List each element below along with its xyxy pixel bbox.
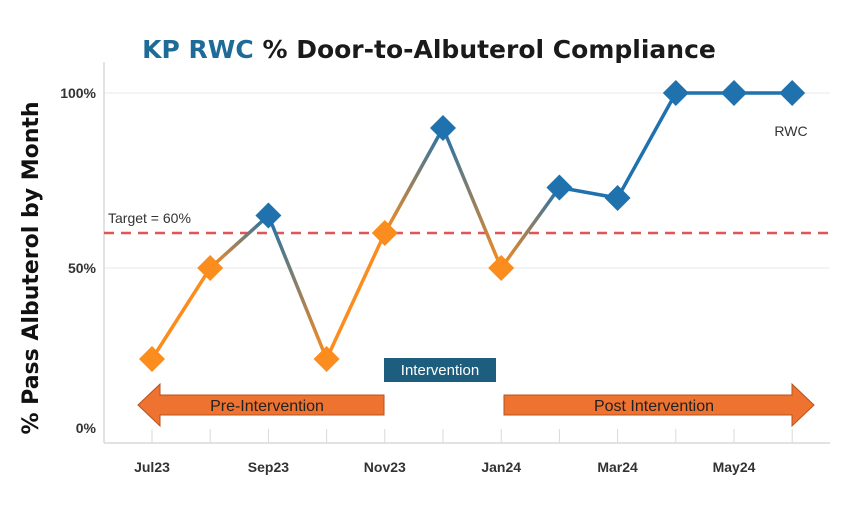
series-points — [139, 80, 806, 372]
series-segment — [441, 126, 503, 270]
right-arrow-shape — [503, 382, 815, 428]
series-segment — [150, 266, 212, 361]
post-intervention-arrow: Post Intervention — [503, 382, 815, 428]
target-group: Target = 60% — [104, 210, 830, 235]
x-tick-label: Mar24 — [597, 459, 638, 475]
x-tick-label: Jan24 — [481, 459, 521, 475]
pre-intervention-label: Pre-Intervention — [210, 398, 324, 415]
intervention-label: Intervention — [401, 362, 479, 379]
x-tick-label: Sep23 — [248, 459, 289, 475]
target-label: Target = 60% — [108, 210, 191, 226]
data-point-Dec23 — [430, 115, 456, 141]
data-point-Mar24 — [604, 185, 631, 211]
chart-title-prefix: KP RWC — [142, 35, 254, 64]
series-label-rwc: RWC — [774, 123, 807, 139]
data-point-Apr24 — [662, 80, 689, 106]
tick-labels: 0% 50% 100% Jul23 Sep23 Nov23 Jan24 Mar24 May24 — [60, 85, 793, 475]
series-segment — [324, 231, 387, 361]
y-tick-label: 50% — [68, 260, 97, 276]
data-point-Oct23 — [313, 346, 340, 372]
chart-title: KP RWC % Door-to-Albuterol Compliance — [142, 35, 716, 64]
axes — [103, 62, 830, 444]
data-point-Jan24 — [488, 255, 515, 281]
y-tick-label: 0% — [76, 420, 97, 436]
data-point-Jul23 — [139, 346, 165, 372]
intervention-box: Intervention — [384, 358, 496, 382]
intervention-box-bg — [384, 358, 496, 382]
x-tick-label: Nov23 — [364, 459, 406, 475]
data-point-Jun24 — [779, 80, 806, 106]
left-arrow-shape — [137, 382, 385, 428]
y-axis-label: % Pass Albuterol by Month — [19, 101, 44, 434]
x-tick-label: Jul23 — [134, 459, 170, 475]
data-point-Sep23 — [255, 202, 282, 229]
data-point-May24 — [721, 80, 747, 106]
gridlines — [104, 92, 830, 269]
series-segment — [383, 126, 445, 235]
y-tick-label: 100% — [60, 85, 96, 101]
chart-title-rest: % Door-to-Albuterol Compliance — [254, 35, 716, 64]
data-point-Feb24 — [546, 174, 573, 201]
series-segment — [615, 91, 678, 200]
data-point-Aug23 — [197, 255, 224, 281]
series-segment — [499, 185, 562, 270]
data-point-Nov23 — [371, 220, 398, 246]
series-segment — [208, 213, 271, 270]
post-intervention-label: Post Intervention — [594, 398, 714, 415]
pre-intervention-arrow: Pre-Intervention — [137, 382, 385, 428]
x-tick-label: May24 — [713, 459, 756, 475]
series-lines — [150, 91, 794, 361]
series-segment — [266, 213, 329, 361]
